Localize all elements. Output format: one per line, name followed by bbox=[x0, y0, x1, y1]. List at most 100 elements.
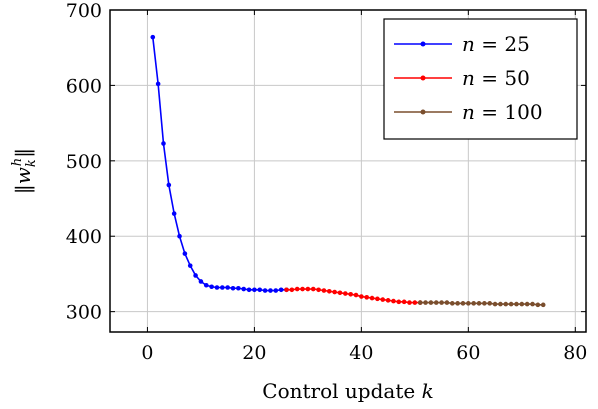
data-point bbox=[407, 300, 412, 305]
data-point bbox=[241, 286, 247, 292]
data-point bbox=[257, 287, 263, 293]
legend-label: n = 100 bbox=[462, 100, 543, 124]
x-tick-label: 20 bbox=[242, 342, 266, 364]
x-tick-label: 40 bbox=[349, 342, 373, 364]
legend-marker bbox=[420, 75, 426, 81]
data-point bbox=[273, 288, 279, 293]
data-point bbox=[326, 288, 332, 294]
data-point bbox=[439, 300, 444, 305]
series-line-1 bbox=[151, 37, 287, 292]
data-point bbox=[359, 294, 364, 299]
plot-frame bbox=[109, 9, 587, 333]
data-point bbox=[246, 287, 252, 293]
y-tick-label: 600 bbox=[66, 75, 102, 97]
data-point bbox=[236, 285, 241, 291]
data-point bbox=[161, 141, 166, 146]
data-point bbox=[417, 300, 423, 305]
data-point bbox=[343, 291, 348, 296]
data-point bbox=[396, 299, 402, 305]
data-point bbox=[337, 290, 343, 296]
series-line-3 bbox=[420, 301, 544, 306]
data-point bbox=[530, 301, 535, 307]
data-point bbox=[412, 300, 418, 305]
x-tick-label: 60 bbox=[456, 342, 480, 364]
data-point bbox=[187, 263, 193, 268]
data-point bbox=[487, 301, 493, 306]
data-point bbox=[444, 300, 450, 305]
data-point bbox=[364, 295, 370, 300]
data-point bbox=[524, 301, 530, 307]
data-point bbox=[449, 301, 455, 306]
data-point bbox=[471, 301, 476, 306]
data-point bbox=[380, 297, 386, 302]
y-tick-label: 700 bbox=[66, 0, 102, 22]
data-point bbox=[203, 282, 209, 288]
data-point bbox=[193, 273, 198, 278]
data-point bbox=[214, 285, 220, 290]
legend-label: n = 25 bbox=[462, 32, 530, 56]
x-tick-label: 80 bbox=[563, 342, 587, 364]
y-axis-label: ‖wkh‖ bbox=[10, 148, 39, 194]
legend-marker bbox=[420, 41, 426, 47]
svg-text:‖wkh‖: ‖wkh‖ bbox=[10, 148, 39, 194]
data-point bbox=[177, 233, 182, 239]
data-point bbox=[278, 287, 284, 293]
data-point bbox=[220, 285, 225, 290]
data-point bbox=[519, 301, 525, 307]
y-tick-label: 500 bbox=[66, 151, 102, 173]
legend-marker bbox=[420, 109, 426, 115]
data-point bbox=[540, 302, 546, 308]
x-tick-label: 0 bbox=[141, 342, 153, 364]
data-point bbox=[455, 301, 460, 306]
data-point bbox=[514, 301, 519, 307]
data-point bbox=[268, 288, 273, 293]
data-point bbox=[171, 211, 177, 216]
data-point bbox=[423, 300, 428, 305]
data-point bbox=[284, 287, 289, 293]
data-point bbox=[348, 291, 353, 297]
data-point bbox=[155, 81, 161, 87]
data-point bbox=[466, 301, 471, 306]
data-point bbox=[369, 295, 375, 301]
data-point bbox=[428, 300, 434, 305]
data-point bbox=[294, 286, 300, 292]
data-point bbox=[353, 292, 359, 298]
data-point bbox=[305, 286, 311, 292]
y-tick-label: 300 bbox=[66, 302, 102, 324]
data-point bbox=[198, 279, 204, 284]
data-point bbox=[332, 289, 337, 295]
ticks: 0 20 40 60 80 300 400 500 600 700 bbox=[66, 0, 588, 364]
legend: n = 25 n = 50 n = 100 bbox=[383, 18, 578, 140]
data-point bbox=[316, 287, 321, 293]
data-point bbox=[182, 251, 188, 256]
data-point bbox=[225, 285, 230, 290]
data-point bbox=[300, 286, 305, 292]
series-layer bbox=[150, 34, 546, 308]
data-point bbox=[391, 298, 396, 304]
data-point bbox=[230, 285, 236, 291]
data-point bbox=[321, 288, 327, 293]
data-point bbox=[289, 287, 295, 293]
data-point bbox=[492, 301, 498, 307]
x-axis-label: Control update k bbox=[262, 379, 433, 403]
data-point bbox=[401, 299, 407, 305]
data-point bbox=[503, 301, 509, 307]
data-point bbox=[252, 287, 257, 293]
y-tick-label: 400 bbox=[66, 226, 102, 248]
data-point bbox=[375, 296, 380, 302]
legend-label: n = 50 bbox=[462, 66, 530, 90]
data-point bbox=[508, 301, 514, 307]
data-point bbox=[209, 284, 214, 290]
data-point bbox=[310, 286, 316, 292]
data-point bbox=[535, 302, 541, 308]
data-point bbox=[166, 182, 172, 188]
data-point bbox=[150, 34, 156, 40]
data-point bbox=[482, 301, 487, 306]
data-point bbox=[460, 301, 466, 306]
legend-box bbox=[383, 18, 578, 140]
data-point bbox=[262, 288, 268, 293]
data-point bbox=[498, 301, 503, 307]
data-point bbox=[433, 300, 439, 305]
data-point bbox=[476, 301, 482, 306]
